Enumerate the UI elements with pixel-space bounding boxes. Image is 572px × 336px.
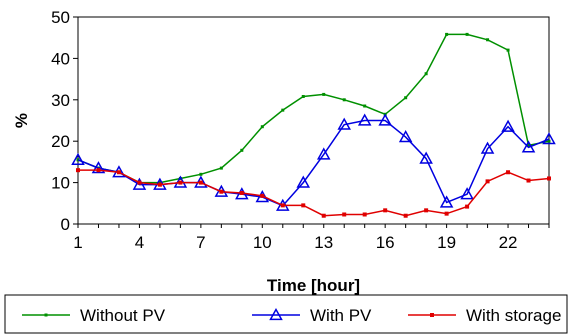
data-point (157, 182, 162, 187)
data-point (526, 178, 531, 183)
data-point (357, 113, 372, 126)
data-point (506, 48, 510, 52)
data-point (342, 98, 346, 102)
y-tick-label: 30 (51, 91, 70, 110)
y-axis-title: % (12, 113, 31, 128)
data-point (322, 92, 326, 96)
x-tick-label: 22 (499, 233, 518, 252)
series-line (77, 33, 550, 184)
series-line (78, 169, 550, 217)
data-point (199, 172, 203, 176)
data-point (260, 193, 265, 198)
data-point (419, 151, 433, 164)
legend-entry-2: With storage (408, 306, 561, 325)
x-tick-label: 16 (376, 233, 395, 252)
data-point (260, 125, 264, 129)
legend-marker (44, 313, 48, 317)
data-point (321, 213, 326, 218)
data-point (116, 170, 121, 175)
data-point (403, 213, 408, 218)
data-point (363, 104, 367, 108)
y-tick-label: 10 (51, 174, 70, 193)
legend: Without PV With PV With storage (4, 294, 568, 334)
data-point (378, 113, 392, 126)
data-point (460, 187, 474, 200)
data-point (542, 132, 556, 145)
legend-entry-0: Without PV (22, 306, 166, 325)
data-point (76, 168, 80, 173)
data-point (480, 141, 495, 154)
series-0 (76, 32, 551, 185)
data-point (465, 32, 469, 36)
data-point (71, 152, 85, 165)
data-point (296, 175, 311, 188)
data-point (219, 166, 223, 170)
y-tick-label: 40 (51, 49, 70, 68)
data-point (132, 177, 147, 190)
data-point (424, 72, 428, 76)
data-point (527, 143, 531, 147)
x-tick-label: 19 (437, 233, 456, 252)
data-point (445, 32, 449, 36)
data-point (91, 161, 106, 174)
series-2 (76, 168, 551, 218)
legend-box (4, 294, 568, 334)
legend-label: With PV (310, 306, 372, 325)
data-point (301, 94, 305, 98)
data-point (465, 204, 470, 209)
plot-border (77, 16, 550, 225)
data-point (281, 108, 285, 112)
legend-marker (269, 307, 283, 321)
x-tick-label: 10 (253, 233, 272, 252)
data-point (178, 180, 183, 185)
data-point (337, 117, 351, 130)
data-point (501, 119, 515, 132)
y-axis: 0 10 20 30 40 50 (51, 8, 78, 234)
data-point (424, 208, 429, 213)
x-tick-label: 7 (196, 233, 205, 252)
data-point (521, 140, 536, 153)
data-point (383, 208, 388, 213)
data-point (439, 195, 454, 208)
y-tick-label: 50 (51, 8, 70, 27)
legend-label: Without PV (80, 306, 166, 325)
data-point (137, 180, 142, 185)
data-point (342, 212, 347, 217)
legend-marker (430, 313, 434, 317)
x-tick-label: 1 (73, 233, 82, 252)
plot-area (77, 16, 550, 225)
data-point (485, 179, 490, 184)
x-tick-label: 13 (314, 233, 333, 252)
data-point (96, 168, 101, 173)
data-point (362, 212, 367, 217)
data-point (280, 203, 285, 208)
series-1 (71, 113, 556, 211)
data-point (398, 130, 413, 143)
x-axis: 1 4 7 10 13 16 19 22 (73, 224, 550, 252)
data-point (547, 139, 551, 143)
data-point (301, 203, 306, 208)
data-point (240, 148, 244, 152)
data-point (158, 181, 162, 185)
data-point (198, 180, 203, 185)
x-axis-title: Time [hour] (267, 276, 360, 295)
legend-entry-1: With PV (252, 306, 372, 325)
series-layer (71, 32, 556, 218)
data-point (547, 176, 551, 181)
data-point (239, 190, 244, 195)
x-tick-label: 4 (135, 233, 144, 252)
data-point (404, 96, 408, 100)
data-point (219, 189, 224, 194)
data-point (506, 170, 511, 175)
data-point (486, 38, 490, 42)
y-tick-label: 0 (61, 215, 70, 234)
data-point (444, 211, 449, 216)
legend-label: With storage (466, 306, 561, 325)
data-point (316, 147, 331, 160)
y-tick-label: 20 (51, 132, 70, 151)
